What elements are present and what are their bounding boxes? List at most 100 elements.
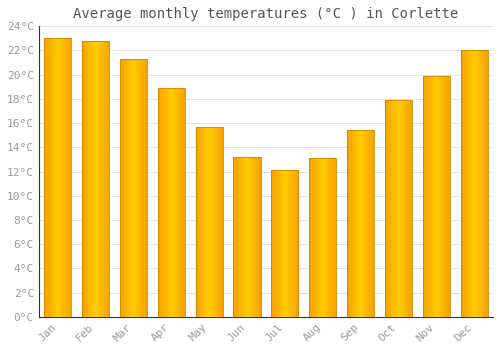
Bar [373, 131, 374, 317]
Bar [180, 88, 181, 317]
Bar [296, 170, 297, 317]
Bar [205, 127, 206, 317]
Bar [328, 158, 329, 317]
Bar [430, 76, 431, 317]
Bar [197, 127, 198, 317]
Bar [174, 88, 176, 317]
Bar [130, 59, 132, 317]
Bar [214, 127, 216, 317]
Bar [105, 41, 106, 317]
Bar [352, 131, 353, 317]
Bar [291, 170, 292, 317]
Bar [210, 127, 212, 317]
Bar [431, 76, 432, 317]
Bar [57, 38, 58, 317]
Bar [349, 131, 350, 317]
Bar [170, 88, 172, 317]
Bar [144, 59, 145, 317]
Bar [108, 41, 110, 317]
Bar [94, 41, 95, 317]
Bar [161, 88, 162, 317]
Bar [285, 170, 286, 317]
Bar [288, 170, 289, 317]
Bar [424, 76, 426, 317]
Bar [234, 157, 260, 317]
Bar [448, 76, 450, 317]
Bar [385, 100, 412, 317]
Bar [334, 158, 335, 317]
Bar [248, 157, 249, 317]
Bar [46, 38, 47, 317]
Bar [220, 127, 222, 317]
Bar [176, 88, 177, 317]
Bar [487, 50, 488, 317]
Bar [146, 59, 147, 317]
Bar [278, 170, 279, 317]
Bar [330, 158, 331, 317]
Bar [55, 38, 56, 317]
Bar [439, 76, 440, 317]
Bar [422, 76, 424, 317]
Bar [255, 157, 256, 317]
Bar [48, 38, 49, 317]
Bar [294, 170, 295, 317]
Bar [213, 127, 214, 317]
Bar [207, 127, 208, 317]
Bar [97, 41, 98, 317]
Bar [84, 41, 86, 317]
Bar [162, 88, 163, 317]
Bar [436, 76, 437, 317]
Bar [164, 88, 165, 317]
Bar [280, 170, 281, 317]
Bar [426, 76, 427, 317]
Bar [462, 50, 464, 317]
Bar [400, 100, 401, 317]
Bar [66, 38, 68, 317]
Bar [91, 41, 92, 317]
Bar [474, 50, 475, 317]
Bar [468, 50, 469, 317]
Bar [253, 157, 254, 317]
Bar [218, 127, 220, 317]
Bar [101, 41, 102, 317]
Bar [284, 170, 285, 317]
Bar [371, 131, 372, 317]
Bar [297, 170, 298, 317]
Bar [437, 76, 438, 317]
Bar [202, 127, 203, 317]
Bar [479, 50, 480, 317]
Bar [196, 127, 197, 317]
Bar [63, 38, 64, 317]
Bar [50, 38, 51, 317]
Bar [422, 76, 450, 317]
Bar [64, 38, 66, 317]
Bar [247, 157, 248, 317]
Bar [396, 100, 397, 317]
Bar [216, 127, 218, 317]
Bar [158, 88, 185, 317]
Bar [70, 38, 71, 317]
Bar [218, 127, 219, 317]
Bar [397, 100, 398, 317]
Bar [61, 38, 62, 317]
Bar [356, 131, 357, 317]
Bar [368, 131, 369, 317]
Bar [251, 157, 252, 317]
Bar [165, 88, 166, 317]
Bar [442, 76, 443, 317]
Bar [176, 88, 178, 317]
Bar [443, 76, 444, 317]
Bar [222, 127, 223, 317]
Bar [86, 41, 88, 317]
Bar [432, 76, 433, 317]
Bar [201, 127, 202, 317]
Bar [142, 59, 143, 317]
Bar [120, 59, 147, 317]
Bar [178, 88, 179, 317]
Bar [359, 131, 360, 317]
Bar [82, 41, 84, 317]
Bar [220, 127, 221, 317]
Bar [424, 76, 425, 317]
Bar [160, 88, 161, 317]
Bar [394, 100, 395, 317]
